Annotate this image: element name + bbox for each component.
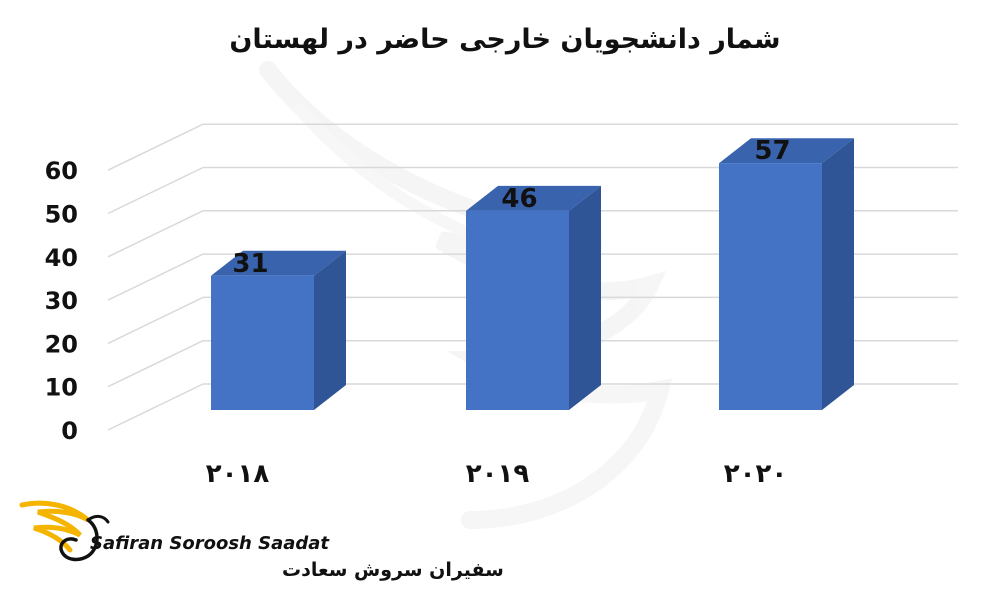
y-tick-label: 60 bbox=[45, 157, 78, 185]
y-tick-label: 50 bbox=[45, 201, 78, 229]
gridline-diagonal bbox=[107, 123, 204, 171]
x-axis-categories: ۲۰۱۸ ۲۰۱۹ ۲۰۲۰ bbox=[206, 459, 787, 489]
data-label: 46 bbox=[501, 184, 537, 214]
y-tick-label: 20 bbox=[45, 330, 78, 358]
gridline-diagonal bbox=[107, 210, 204, 258]
bars bbox=[211, 138, 854, 410]
logo-swan-icon bbox=[19, 500, 110, 562]
bar-side-face bbox=[314, 250, 346, 410]
gridline-diagonal bbox=[107, 383, 204, 431]
bar-front-face bbox=[466, 210, 569, 410]
data-labels: 31 46 57 bbox=[232, 136, 790, 279]
gridline-diagonal bbox=[107, 340, 204, 388]
bar-front-face bbox=[211, 275, 314, 410]
data-label: 57 bbox=[754, 136, 790, 166]
bar-side-face bbox=[569, 185, 601, 410]
bar-side-face bbox=[822, 138, 854, 410]
gridline-diagonal bbox=[107, 296, 204, 345]
logo-name-en: Safiran Soroosh Saadat bbox=[90, 533, 330, 554]
x-category-label: ۲۰۲۰ bbox=[724, 459, 787, 489]
bar-top-face bbox=[466, 185, 601, 211]
gridline-diagonal bbox=[107, 253, 204, 301]
logo-name-fa: سفیران سروش سعادت bbox=[282, 559, 504, 581]
x-category-label: ۲۰۱۹ bbox=[466, 459, 530, 489]
bar bbox=[466, 185, 601, 410]
y-tick-label: 10 bbox=[45, 374, 78, 402]
bar bbox=[211, 250, 346, 410]
chart-title: شمار دانشجویان خارجی حاضر در لهستان bbox=[229, 24, 780, 55]
y-axis-ticks: 0 10 20 30 40 50 60 bbox=[45, 157, 78, 445]
bar-front-face bbox=[719, 163, 822, 410]
x-category-label: ۲۰۱۸ bbox=[206, 459, 270, 489]
company-logo: Safiran Soroosh Saadat سفیران سروش سعادت bbox=[19, 500, 504, 581]
bar-top-face bbox=[719, 138, 854, 164]
gridline-diagonal bbox=[107, 166, 204, 215]
y-tick-label: 0 bbox=[61, 417, 78, 445]
data-label: 31 bbox=[232, 249, 268, 279]
bar-top-face bbox=[211, 250, 346, 276]
bar bbox=[719, 138, 854, 410]
y-tick-label: 40 bbox=[45, 244, 78, 272]
y-tick-label: 30 bbox=[45, 287, 78, 315]
